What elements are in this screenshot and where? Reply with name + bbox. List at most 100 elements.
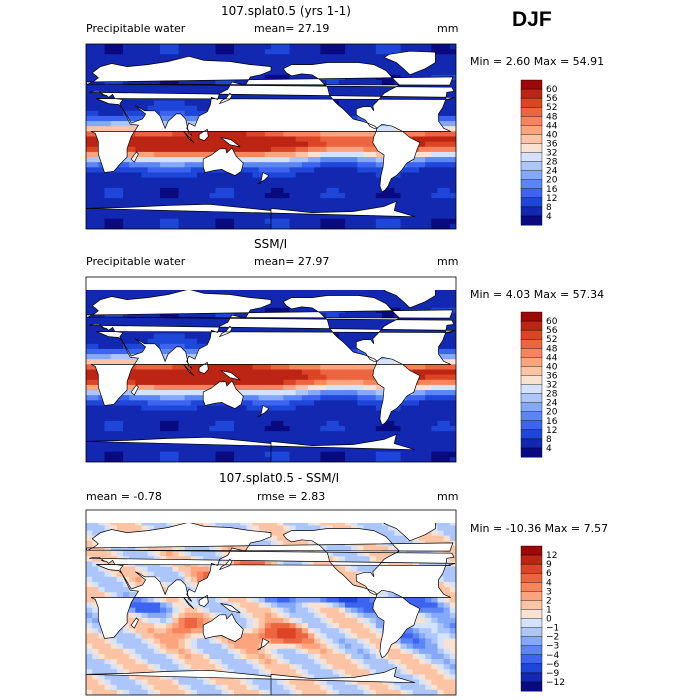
map-cell [425, 446, 432, 453]
map-cell [326, 369, 334, 376]
map-cell [184, 177, 192, 184]
map-cell [400, 405, 408, 412]
map-cell [221, 44, 229, 50]
map-cell [308, 328, 315, 335]
map-cell [129, 415, 136, 422]
map-cell [178, 323, 186, 329]
map-cell [110, 312, 118, 319]
map-cell [338, 405, 346, 412]
map-cell [215, 426, 223, 432]
map-cell [246, 187, 254, 194]
map-cell [135, 146, 143, 153]
map-cell [301, 395, 309, 401]
map-cell [141, 292, 149, 299]
map-cell [357, 136, 365, 143]
map-cell [209, 177, 217, 184]
map-cell [209, 374, 217, 381]
map-cell [141, 525, 149, 532]
map-cell [332, 162, 340, 168]
map-cell [178, 451, 186, 458]
map-cell [246, 426, 254, 432]
map-cell [203, 545, 210, 552]
map-cell [369, 193, 377, 199]
map-cell [308, 307, 315, 314]
map-cell [252, 213, 260, 220]
map-cell [86, 162, 93, 168]
map-cell [147, 410, 155, 417]
map-cell [338, 369, 346, 376]
map-cell [92, 100, 99, 107]
map-cell [184, 379, 192, 386]
map-cell [400, 177, 408, 184]
map-cell [234, 405, 241, 412]
map-cell [264, 384, 272, 391]
map-cell [369, 374, 377, 381]
map-cell [314, 151, 321, 158]
map-cell [357, 318, 365, 324]
map-cell [147, 405, 155, 412]
map-cell [153, 157, 161, 163]
map-cell [425, 95, 432, 102]
map-cell [92, 121, 99, 127]
map-cell [190, 348, 198, 355]
map-cell [437, 95, 445, 102]
map-cell [338, 551, 346, 557]
map-cell [394, 420, 402, 427]
map-cell [369, 410, 377, 417]
map-cell [289, 167, 297, 174]
panel-stat-1: mean= 27.97 [254, 255, 330, 268]
map-cell [147, 446, 155, 453]
map-cell [129, 85, 136, 91]
map-cell [351, 451, 358, 458]
map-cell [363, 198, 371, 204]
map-cell [443, 126, 451, 132]
map-cell [357, 151, 365, 158]
map-cell [357, 193, 365, 199]
map-cell [419, 456, 426, 462]
map-cell [443, 292, 451, 299]
map-cell [221, 79, 229, 86]
map-cell [215, 49, 223, 55]
map-cell [246, 410, 254, 417]
map-cell [190, 54, 198, 61]
map-cell [86, 540, 93, 547]
map-cell [246, 374, 254, 381]
map-cell [400, 410, 408, 417]
map-cell [141, 426, 149, 432]
map-cell [92, 74, 99, 81]
map-cell [388, 218, 395, 225]
map-cell [116, 359, 124, 365]
map-cell [437, 110, 445, 117]
map-cell [412, 213, 420, 220]
map-cell [166, 400, 173, 407]
map-cell [264, 400, 272, 407]
map-cell [215, 187, 223, 194]
map-cell [338, 198, 346, 204]
map-cell [369, 218, 377, 225]
map-cell [277, 172, 284, 179]
map-cell [86, 535, 93, 542]
map-cell [351, 193, 358, 199]
map-cell [338, 208, 346, 215]
map-cell [332, 151, 340, 158]
map-cell [301, 384, 309, 391]
map-cell [197, 110, 204, 117]
map-cell [264, 328, 272, 335]
map-cell [388, 126, 395, 132]
map-cell [351, 343, 358, 350]
map-cell [431, 131, 439, 138]
map-cell [246, 157, 254, 163]
map-cell [283, 292, 291, 299]
map-cell [203, 187, 210, 194]
map-cell [86, 551, 93, 557]
map-cell [116, 54, 124, 61]
map-cell [92, 136, 99, 143]
map-cell [449, 126, 456, 132]
map-cell [338, 287, 346, 294]
map-cell [345, 141, 352, 148]
map-cell [308, 369, 315, 376]
map-cell [369, 436, 377, 443]
map-cell [363, 415, 371, 422]
map-cell [406, 410, 414, 417]
map-cell [382, 451, 389, 458]
